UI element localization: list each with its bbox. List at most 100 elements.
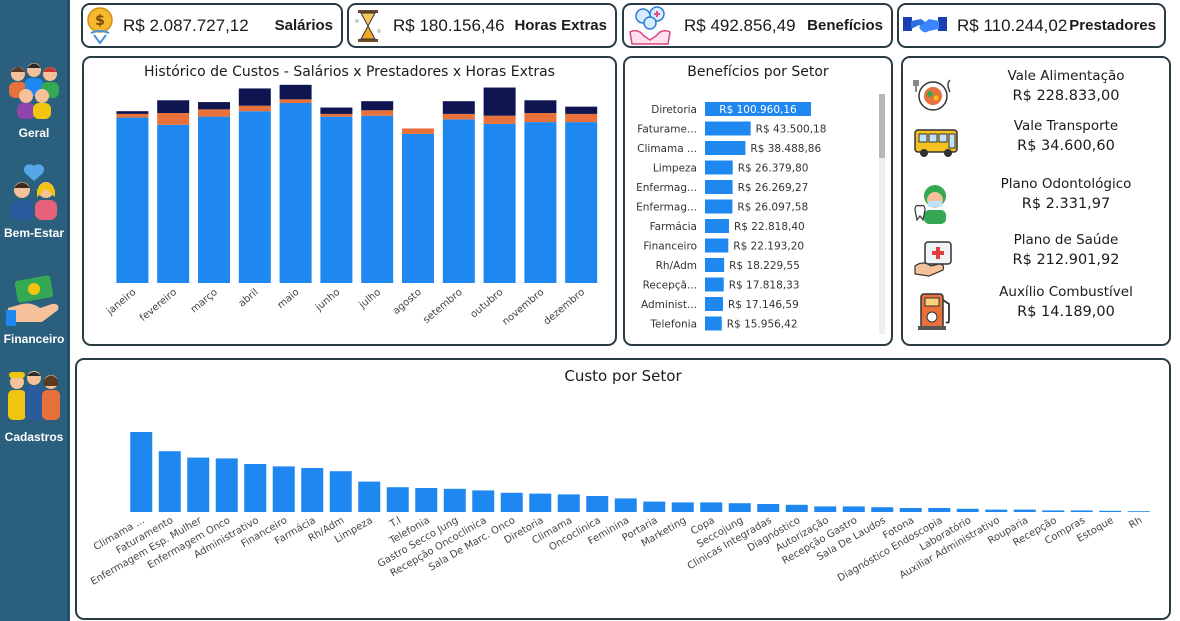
data-label: R$ 15.956,42 bbox=[727, 319, 798, 331]
x-tick-label: Enfermagem Esp. Mulher bbox=[89, 515, 205, 588]
bar bbox=[557, 494, 580, 512]
bar bbox=[1127, 511, 1150, 512]
data-label: R$ 26.269,27 bbox=[738, 182, 809, 194]
bar-segment-salários bbox=[238, 111, 271, 283]
kpi-salarios: $ R$ 2.087.727,12 Salários bbox=[81, 3, 343, 48]
nav-label: Financeiro bbox=[3, 332, 65, 346]
data-label: R$ 100.960,16 bbox=[719, 104, 797, 116]
x-tick-label: maio bbox=[275, 287, 301, 311]
workers-icon bbox=[8, 371, 60, 420]
bar bbox=[705, 316, 722, 331]
bar-segment-horas-extras bbox=[198, 109, 230, 117]
benefit-name: Plano Odontológico bbox=[1000, 176, 1132, 192]
x-tick-label: fevereiro bbox=[138, 287, 179, 324]
benefits-hands-icon bbox=[629, 5, 671, 45]
data-label: R$ 18.229,55 bbox=[729, 260, 800, 272]
bar-segment-horas-extras bbox=[238, 105, 271, 112]
nav-item-financeiro[interactable]: Financeiro bbox=[0, 274, 68, 346]
benefit-vale-transporte: Vale Transporte R$ 34.600,60 bbox=[909, 116, 1163, 166]
bar-segment-horas-extras bbox=[279, 99, 312, 103]
benefit-vale-alimentacao: Vale Alimentação R$ 228.833,00 bbox=[909, 66, 1163, 116]
bar bbox=[956, 508, 979, 512]
bar bbox=[705, 102, 811, 116]
y-tick-label: Financeiro bbox=[643, 241, 697, 253]
bar-segment-prestadores bbox=[320, 107, 353, 114]
bar-segment-salários bbox=[483, 123, 516, 283]
nav-label: Bem-Estar bbox=[3, 226, 65, 240]
data-label: R$ 26.379,80 bbox=[738, 163, 809, 175]
y-tick-label: Rh/Adm bbox=[656, 260, 697, 272]
benefit-value: R$ 34.600,60 bbox=[1017, 138, 1115, 154]
y-tick-label: Enfermag... bbox=[636, 202, 697, 214]
bar-segment-salários bbox=[361, 115, 394, 284]
kpi-prestadores: R$ 110.244,02 Prestadores bbox=[897, 3, 1166, 48]
beneficios-setor-panel: Benefícios por Setor Diretoria R$ 100.960… bbox=[623, 56, 893, 346]
bar-segment-horas-extras bbox=[442, 113, 475, 120]
bar bbox=[728, 503, 751, 512]
x-tick-label: julho bbox=[357, 287, 383, 312]
bar-segment-salários bbox=[116, 117, 149, 283]
benefit-name: Vale Transporte bbox=[1013, 118, 1119, 134]
x-tick-label: agosto bbox=[391, 287, 424, 317]
bar bbox=[705, 219, 729, 233]
bar bbox=[586, 496, 609, 512]
bar bbox=[415, 488, 438, 512]
bar bbox=[500, 492, 523, 512]
couple-health-icon bbox=[11, 164, 57, 220]
bar-segment-prestadores bbox=[198, 102, 230, 110]
bar bbox=[1013, 509, 1036, 512]
nav-item-cadastros[interactable]: Cadastros bbox=[0, 368, 68, 444]
x-tick-label: outubro bbox=[469, 287, 506, 321]
bar bbox=[700, 502, 723, 512]
money-bag-icon: $ bbox=[87, 6, 113, 45]
benefit-plano-odontologico: Plano Odontológico R$ 2.331,97 bbox=[909, 174, 1163, 224]
bar-segment-horas-extras bbox=[524, 113, 557, 123]
y-tick-label: Limpeza bbox=[653, 163, 697, 175]
data-label: R$ 38.488,86 bbox=[750, 143, 821, 155]
hourglass-icon bbox=[355, 9, 381, 42]
bar bbox=[187, 457, 210, 512]
benefit-name: Vale Alimentação bbox=[1007, 68, 1125, 84]
bar-segment-salários bbox=[320, 116, 353, 283]
bar bbox=[614, 498, 637, 512]
bar-segment-horas-extras bbox=[483, 115, 516, 124]
bar bbox=[358, 481, 381, 512]
bar bbox=[529, 493, 552, 512]
handshake-icon bbox=[903, 16, 947, 32]
dentist-icon bbox=[914, 185, 946, 224]
y-tick-label: Farmácia bbox=[650, 221, 697, 233]
bar-segment-prestadores bbox=[238, 88, 271, 106]
bar bbox=[705, 277, 724, 292]
bar bbox=[705, 121, 751, 136]
bar bbox=[130, 432, 153, 512]
bus-icon bbox=[914, 129, 958, 157]
bar bbox=[842, 506, 865, 512]
x-tick-label: março bbox=[189, 287, 220, 316]
bar-segment-prestadores bbox=[361, 101, 394, 111]
x-tick-label: abril bbox=[237, 287, 261, 310]
bar bbox=[705, 160, 733, 175]
bar-segment-horas-extras bbox=[320, 113, 353, 117]
bar-segment-salários bbox=[524, 122, 557, 283]
bar-segment-horas-extras bbox=[361, 110, 394, 116]
bar bbox=[705, 180, 733, 194]
bar bbox=[705, 258, 725, 272]
benefit-name: Auxílio Combustível bbox=[999, 284, 1133, 300]
kpi-horas-extras: R$ 180.156,46 Horas Extras bbox=[347, 3, 617, 48]
kpi-value: R$ 110.244,02 bbox=[957, 15, 1068, 35]
nav-item-geral[interactable]: Geral bbox=[0, 62, 68, 140]
data-label: R$ 22.818,40 bbox=[734, 221, 805, 233]
scrollbar-thumb[interactable] bbox=[879, 94, 885, 158]
kpi-value: R$ 180.156,46 bbox=[393, 15, 505, 35]
data-label: R$ 26.097,58 bbox=[737, 202, 808, 214]
benefit-plano-saude: Plano de Saúde R$ 212.901,92 bbox=[909, 230, 1163, 280]
bar-segment-horas-extras bbox=[402, 128, 434, 134]
bar bbox=[386, 487, 409, 512]
custo-setor-title: Custo por Setor bbox=[564, 367, 682, 385]
x-tick-label: novembro bbox=[500, 287, 546, 328]
beneficios-setor-title: Benefícios por Setor bbox=[687, 64, 829, 80]
nav-item-bem-estar[interactable]: Bem-Estar bbox=[0, 164, 68, 240]
kpi-beneficios: R$ 492.856,49 Benefícios bbox=[622, 3, 893, 48]
scrollbar[interactable] bbox=[879, 94, 885, 334]
